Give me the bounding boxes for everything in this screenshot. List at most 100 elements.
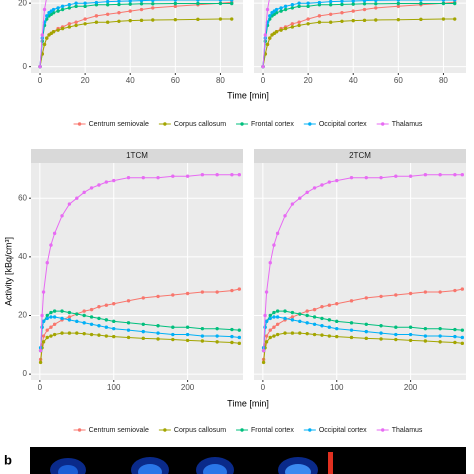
data-point bbox=[298, 331, 302, 335]
data-point bbox=[362, 7, 367, 12]
data-point bbox=[290, 3, 295, 7]
data-point bbox=[237, 328, 242, 332]
data-point bbox=[230, 340, 234, 345]
data-point bbox=[49, 315, 53, 319]
data-point bbox=[139, 7, 144, 12]
data-point bbox=[460, 173, 465, 177]
data-point bbox=[67, 315, 72, 319]
y-tick-label: 40 bbox=[18, 252, 27, 261]
data-point bbox=[306, 22, 310, 26]
facet-strip bbox=[254, 149, 466, 163]
data-point bbox=[49, 243, 53, 247]
data-point bbox=[151, 6, 155, 10]
data-point bbox=[215, 173, 219, 177]
data-point bbox=[320, 316, 324, 321]
data-point bbox=[396, 0, 401, 2]
y-tick-label: 20 bbox=[18, 0, 27, 7]
data-point bbox=[52, 332, 57, 337]
data-point bbox=[52, 231, 57, 236]
data-point bbox=[460, 335, 465, 340]
data-point bbox=[200, 334, 205, 338]
data-point bbox=[128, 18, 132, 23]
x-tick-label: 40 bbox=[126, 76, 135, 85]
data-point bbox=[82, 190, 86, 195]
plot-background bbox=[254, 163, 466, 380]
data-point bbox=[394, 325, 398, 329]
data-point bbox=[51, 30, 56, 34]
legend-label: Thalamus bbox=[392, 427, 423, 434]
data-point bbox=[264, 319, 269, 324]
data-point bbox=[272, 243, 276, 247]
data-point bbox=[52, 322, 57, 326]
data-point bbox=[97, 333, 101, 337]
data-point bbox=[42, 42, 47, 47]
data-point bbox=[105, 3, 110, 7]
data-point bbox=[230, 288, 234, 293]
data-point bbox=[274, 7, 279, 12]
data-point bbox=[97, 304, 101, 309]
data-point bbox=[117, 10, 121, 15]
data-point bbox=[151, 2, 155, 6]
data-point bbox=[38, 360, 43, 365]
data-point bbox=[340, 19, 344, 23]
series-layer bbox=[261, 173, 465, 365]
data-point bbox=[185, 325, 190, 329]
data-point bbox=[230, 173, 234, 177]
series-line bbox=[262, 3, 455, 67]
data-point bbox=[283, 26, 288, 31]
data-point bbox=[75, 319, 79, 324]
data-point bbox=[290, 318, 295, 322]
data-point bbox=[97, 324, 101, 328]
data-point bbox=[117, 2, 121, 7]
data-point bbox=[75, 312, 79, 316]
legend-label: Occipital cortex bbox=[319, 121, 367, 128]
series-layer bbox=[38, 173, 242, 365]
data-point bbox=[297, 23, 301, 28]
data-point bbox=[67, 202, 72, 206]
data-point bbox=[438, 290, 442, 294]
data-point bbox=[272, 325, 276, 329]
data-point bbox=[75, 331, 79, 335]
data-point bbox=[49, 325, 53, 329]
data-point bbox=[128, 2, 132, 6]
data-point bbox=[312, 307, 317, 312]
data-point bbox=[112, 302, 116, 306]
data-point bbox=[453, 0, 457, 2]
data-point bbox=[335, 326, 339, 331]
data-point bbox=[40, 33, 44, 37]
legend-key-point bbox=[77, 122, 82, 126]
data-point bbox=[441, 0, 446, 2]
data-point bbox=[139, 18, 144, 23]
data-point bbox=[49, 310, 53, 315]
data-point bbox=[45, 36, 49, 40]
legend-key-point bbox=[308, 428, 312, 432]
data-point bbox=[279, 28, 283, 32]
x-axis-title: Time [min] bbox=[227, 398, 269, 408]
data-point bbox=[374, 0, 378, 3]
data-point bbox=[139, 0, 144, 3]
legend-label: Thalamus bbox=[392, 121, 423, 128]
data-point bbox=[171, 293, 175, 297]
data-point bbox=[453, 327, 457, 332]
legend: Centrum semiovale Corpus callosum Frontal … bbox=[73, 427, 423, 434]
data-point bbox=[305, 313, 309, 318]
data-point bbox=[67, 25, 72, 29]
data-point bbox=[126, 321, 131, 325]
data-point bbox=[423, 290, 428, 294]
data-point bbox=[171, 174, 175, 178]
data-point bbox=[396, 17, 401, 22]
data-point bbox=[351, 0, 355, 3]
data-point bbox=[320, 183, 324, 187]
data-point bbox=[272, 315, 276, 319]
data-point bbox=[89, 332, 94, 337]
data-point bbox=[327, 334, 332, 338]
legend-label: Centrum semiovale bbox=[89, 427, 149, 434]
data-point bbox=[275, 231, 280, 236]
data-point bbox=[317, 20, 322, 24]
data-point bbox=[185, 291, 190, 296]
data-point bbox=[317, 0, 322, 5]
plot-background bbox=[31, 163, 243, 380]
data-point bbox=[126, 175, 131, 180]
legend-key-point bbox=[240, 122, 244, 126]
data-point bbox=[272, 310, 276, 315]
